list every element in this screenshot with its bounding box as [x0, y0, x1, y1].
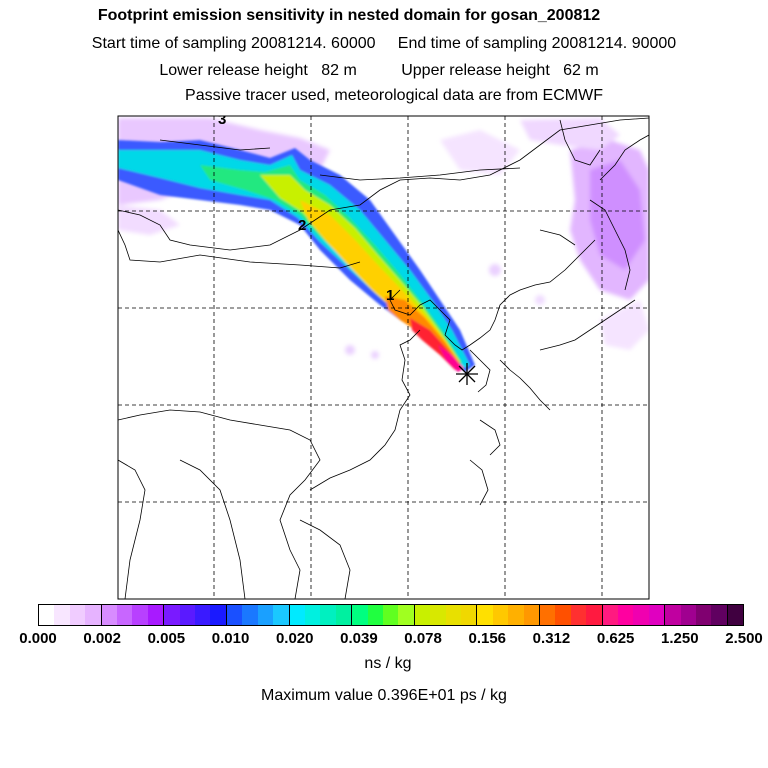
colorbar-segment — [633, 605, 649, 625]
colorbar-segment — [117, 605, 133, 625]
colorbar-segment — [445, 605, 461, 625]
colorbar-tick-label: 1.250 — [661, 630, 699, 647]
colorbar-segment — [225, 605, 243, 625]
colorbar-segment — [132, 605, 148, 625]
colorbar-tick-label: 0.078 — [404, 630, 442, 647]
colorbar-tick-label: 0.156 — [468, 630, 507, 647]
map-frame — [117, 115, 650, 600]
colorbar-segment — [304, 605, 321, 625]
colorbar-segment — [696, 605, 712, 625]
colorbar-segment — [618, 605, 634, 625]
colorbar-segment — [147, 605, 164, 625]
colorbar-tick-label: 0.312 — [532, 630, 571, 647]
colorbar-tick-label: 0.005 — [147, 630, 186, 647]
colorbar-segment — [586, 605, 602, 625]
colorbar-segment — [242, 605, 258, 625]
colorbar-segment — [382, 605, 399, 625]
colorbar-segment — [555, 605, 571, 625]
colorbar-segment — [648, 605, 665, 625]
colorbar-segment — [398, 605, 414, 625]
colorbar-tick-label: 0.010 — [211, 630, 250, 647]
colorbar-tick-label: 0.002 — [83, 630, 121, 647]
colorbar-tick-label: 0.020 — [275, 630, 314, 647]
colorbar-segment — [430, 605, 446, 625]
coastlines-and-borders — [118, 117, 649, 599]
colorbar-segment — [210, 605, 226, 625]
asterisk-icon — [456, 363, 478, 385]
emission-plume — [118, 140, 475, 372]
colorbar — [38, 604, 744, 626]
colorbar-segment — [664, 605, 681, 625]
colorbar-segment — [335, 605, 352, 625]
colorbar-segment — [726, 605, 744, 625]
trajectory-marker-2: 2 — [298, 217, 306, 234]
colorbar-segment — [69, 605, 86, 625]
maximum-value-label: Maximum value 0.396E+01 ps / kg — [261, 687, 507, 704]
colorbar-segment — [195, 605, 211, 625]
colorbar-segment — [476, 605, 493, 625]
trajectory-marker-3: 3 — [218, 111, 226, 128]
colorbar-segment — [320, 605, 336, 625]
colorbar-segment — [539, 605, 556, 625]
tracer-info-line: Passive tracer used, meteorological data… — [185, 87, 603, 104]
colorbar-segment — [413, 605, 431, 625]
units-label: ns / kg — [364, 655, 412, 672]
colorbar-tick-label: 0.000 — [19, 630, 57, 647]
colorbar-segment — [570, 605, 587, 625]
plot-title: Footprint emission sensitivity in nested… — [97, 7, 601, 24]
colorbar-segment — [351, 605, 368, 625]
colorbar-segment — [680, 605, 697, 625]
colorbar-segment — [288, 605, 305, 625]
colorbar-tick-label: 0.039 — [340, 630, 378, 647]
colorbar-segment — [367, 605, 383, 625]
colorbar-segment — [273, 605, 289, 625]
colorbar-segment — [601, 605, 619, 625]
trajectory-marker-1: 1 — [386, 287, 394, 304]
colorbar-segment — [54, 605, 70, 625]
lat-lon-grid — [118, 116, 649, 599]
colorbar-segment — [39, 605, 55, 625]
colorbar-segment — [711, 605, 727, 625]
colorbar-segment — [163, 605, 180, 625]
colorbar-segment — [492, 605, 509, 625]
sampling-time-line: Start time of sampling 20081214. 60000 E… — [91, 35, 677, 52]
colorbar-segment — [85, 605, 101, 625]
colorbar-tick-label: 0.625 — [596, 630, 635, 647]
colorbar-segment — [460, 605, 477, 625]
colorbar-segment — [257, 605, 274, 625]
release-height-line: Lower release height 82 m Upper release … — [159, 62, 599, 79]
colorbar-tick-label: 2.500 — [725, 630, 763, 647]
colorbar-segment — [179, 605, 196, 625]
colorbar-segment — [523, 605, 539, 625]
colorbar-segment — [508, 605, 524, 625]
colorbar-segment — [100, 605, 118, 625]
